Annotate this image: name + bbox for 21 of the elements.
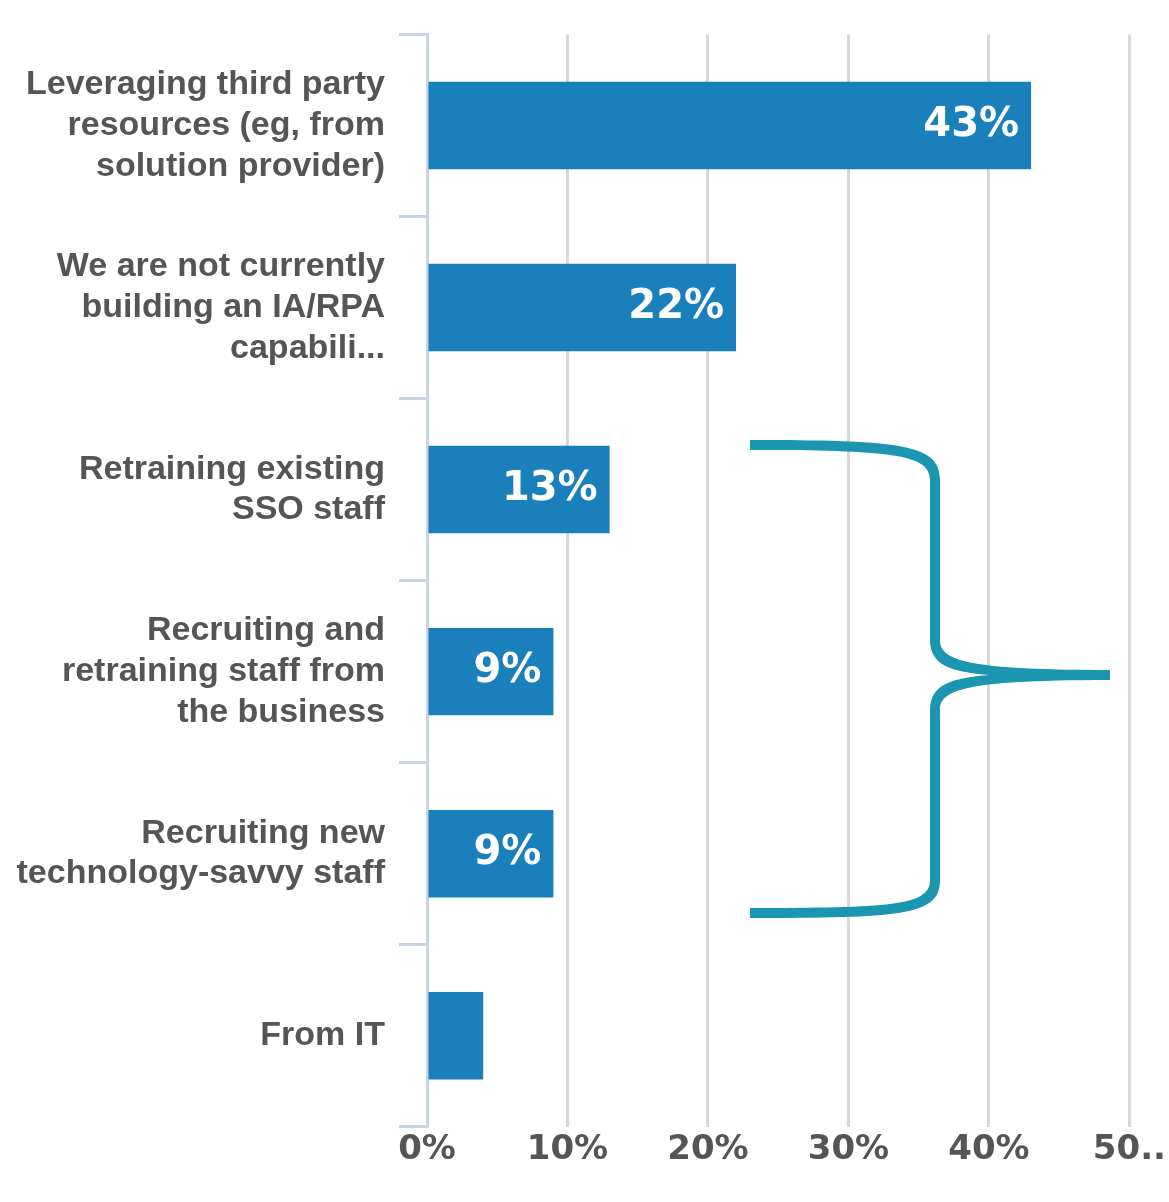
bar bbox=[428, 445, 610, 534]
data-label: 22% bbox=[628, 280, 725, 327]
bar bbox=[428, 81, 1032, 170]
y-tick-label: From IT bbox=[260, 1014, 386, 1053]
x-tick-label: 50.. bbox=[1092, 1127, 1166, 1168]
x-tick-label: 40% bbox=[948, 1127, 1030, 1168]
data-label: 9% bbox=[473, 645, 542, 692]
x-tick-label: 0% bbox=[398, 1127, 456, 1168]
x-tick-label: 10% bbox=[526, 1127, 609, 1168]
x-tick-label: 20% bbox=[667, 1127, 749, 1168]
y-tick-label: We are not currently building an IA/RPA capabili... bbox=[56, 245, 386, 365]
data-label: 9% bbox=[473, 827, 542, 874]
y-tick-label: Recruiting new technology-savvy staff bbox=[16, 811, 386, 891]
y-tick-label: Retraining existing SSO staff bbox=[78, 447, 386, 527]
y-tick-label: Leveraging third party resources (eg, from solution provider) bbox=[26, 63, 386, 183]
y-tick-label: Recruiting and retraining staff from the business bbox=[61, 609, 385, 729]
bar bbox=[428, 992, 484, 1080]
x-tick-label: 30% bbox=[807, 1127, 890, 1168]
data-label: 13% bbox=[501, 462, 598, 509]
bar bbox=[428, 263, 737, 352]
data-label: 43% bbox=[923, 98, 1020, 145]
